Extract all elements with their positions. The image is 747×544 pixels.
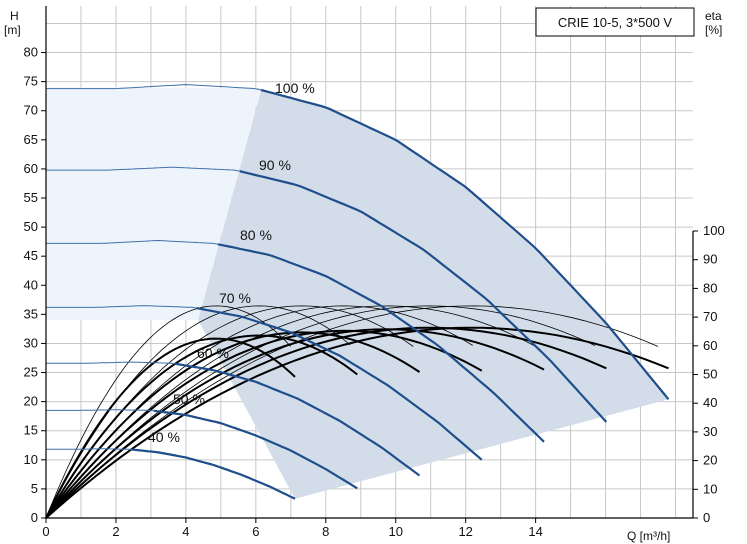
y-right-tick-label: 60 (703, 338, 717, 353)
efficiency-curve (45, 334, 358, 519)
efficiency-curve (45, 329, 483, 519)
y-right-tick-label: 90 (703, 252, 717, 267)
y-left-tick-label: 40 (24, 277, 38, 292)
y-right-tick-label: 100 (703, 223, 725, 238)
efficiency-curve (45, 328, 545, 519)
speed-label: 40 % (148, 429, 180, 445)
head-curve-50 (153, 409, 358, 490)
head-curve-80 (217, 243, 545, 443)
y-left-tick-label: 15 (24, 423, 38, 438)
y-right-tick-label: 30 (703, 424, 717, 439)
efficiency-curves-layer (45, 305, 669, 519)
x-tick-label: 6 (252, 524, 259, 539)
y-left-tick-label: 45 (24, 248, 38, 263)
head-curve-80-thin (46, 239, 219, 245)
x-tick-label: 10 (388, 524, 402, 539)
speed-label: 90 % (259, 157, 291, 173)
head-curve-100 (260, 88, 670, 400)
head-curve-50-thin (46, 409, 154, 412)
head-curve-60-thin (46, 361, 176, 365)
y-left-tick-label: 60 (24, 161, 38, 176)
efficiency-curve (45, 326, 607, 519)
y-right-axis-title-line1: eta (705, 9, 722, 23)
y-right-tick-label: 40 (703, 395, 717, 410)
efficiency-curve-thin (45, 305, 659, 519)
y-left-tick-label: 25 (24, 365, 38, 380)
efficiency-curve-thin (45, 305, 596, 519)
y-left-tick-label: 55 (24, 190, 38, 205)
y-left-tick-label: 65 (24, 132, 38, 147)
y-left-tick-label: 50 (24, 219, 38, 234)
y-left-tick-label: 35 (24, 306, 38, 321)
y-right-tick-label: 80 (703, 280, 717, 295)
y-right-tick-label: 50 (703, 367, 717, 382)
x-tick-label: 8 (322, 524, 329, 539)
y-left-tick-label: 30 (24, 335, 38, 350)
y-right-tick-label: 10 (703, 481, 717, 496)
head-curve-90 (239, 170, 608, 423)
head-curve-70 (196, 307, 483, 461)
head-curve-100-thin (46, 84, 262, 91)
x-tick-label: 4 (182, 524, 189, 539)
speed-label: 50 % (173, 391, 205, 407)
x-tick-label: 0 (42, 524, 49, 539)
efficiency-curve (45, 331, 421, 519)
head-curves-layer (46, 84, 670, 500)
speed-label: 70 % (219, 290, 251, 306)
y-left-axis-title-line1: H (10, 9, 19, 23)
head-curve-70-thin (46, 305, 197, 309)
head-curve-40-thin (46, 448, 133, 451)
y-left-tick-label: 80 (24, 45, 38, 60)
efficiency-curve (45, 337, 296, 519)
y-right-tick-label: 0 (703, 510, 710, 525)
labels-layer: 100 % 90 % 80 % 70 % 60 % 50 % 40 % (148, 80, 315, 445)
speed-label: 100 % (275, 80, 315, 96)
y-left-tick-label: 70 (24, 103, 38, 118)
y-left-tick-label: 5 (31, 481, 38, 496)
axes-layer: 0 2 4 6 8 10 12 14 0 5 10 15 20 25 30 35 40 45 50 55 60 65 70 7… (24, 6, 725, 539)
y-left-tick-label: 20 (24, 394, 38, 409)
y-left-tick-label: 75 (24, 74, 38, 89)
chart-title-box (535, 7, 695, 37)
x-tick-label: 12 (458, 524, 472, 539)
x-axis-title: Q [m³/h] (627, 529, 670, 543)
efficiency-curve-thin (45, 305, 351, 519)
head-curve-60 (174, 362, 421, 477)
y-left-axis-title-line2: [m] (4, 23, 21, 37)
y-right-tick-label: 20 (703, 453, 717, 468)
y-left-tick-label: 10 (24, 452, 38, 467)
y-right-tick-label: 70 (703, 309, 717, 324)
head-curve-40 (131, 448, 296, 500)
left-region-fill (46, 87, 262, 321)
speed-label: 80 % (240, 227, 272, 243)
x-tick-label: 2 (112, 524, 119, 539)
speed-label: 60 % (197, 345, 229, 361)
y-left-tick-label: 0 (31, 510, 38, 525)
chart-title: CRIE 10-5, 3*500 V (558, 15, 673, 30)
efficiency-curve-thin (45, 305, 292, 519)
y-right-axis-title-line2: [%] (705, 23, 722, 37)
head-curve-90-thin (46, 166, 240, 172)
x-tick-label: 14 (528, 524, 542, 539)
